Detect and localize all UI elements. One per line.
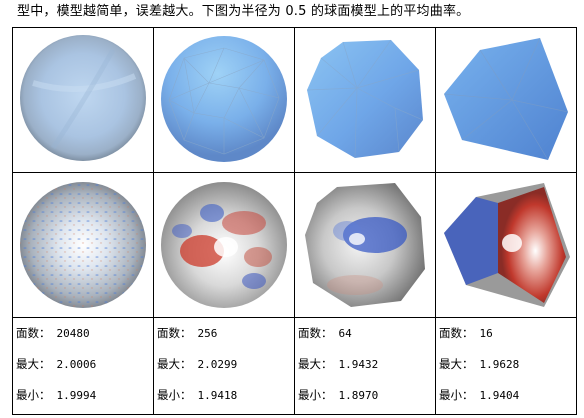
max-label: 最大：	[157, 357, 192, 371]
faces-label: 面数：	[16, 326, 51, 340]
min-value: 1.9404	[479, 389, 520, 402]
min-value: 1.9418	[197, 389, 238, 402]
shaded-sphere-256-cell	[153, 27, 295, 173]
shaded-sphere-16-cell	[435, 27, 577, 173]
stats-col-4: 面数： 16 最大： 1.9628 最小： 1.9404	[435, 317, 577, 415]
curvature-map-64-image	[305, 183, 425, 307]
faces-label: 面数：	[298, 326, 333, 340]
shaded-sphere-16-image	[443, 37, 569, 161]
stats-col-3: 面数： 64 最大： 1.9432 最小： 1.8970	[294, 317, 436, 415]
intro-text: 型中，模型越简单，误差越大。下图为半径为 0.5 的球面模型上的平均曲率。	[17, 4, 470, 19]
min-label: 最小：	[157, 388, 192, 402]
curvature-map-16-cell	[435, 172, 577, 318]
min-label: 最小：	[439, 388, 474, 402]
shaded-model-row	[12, 27, 577, 173]
max-label: 最大：	[16, 357, 51, 371]
faces-label: 面数：	[157, 326, 192, 340]
curvature-map-256-cell	[153, 172, 295, 318]
faces-value: 64	[338, 327, 352, 340]
min-value: 1.9994	[56, 389, 97, 402]
max-label: 最大：	[439, 357, 474, 371]
min-label: 最小：	[16, 388, 51, 402]
faces-label: 面数：	[439, 326, 474, 340]
max-value: 1.9628	[479, 358, 520, 371]
shaded-sphere-256-image	[161, 36, 287, 162]
shaded-sphere-64-cell	[294, 27, 436, 173]
max-value: 2.0299	[197, 358, 238, 371]
sphere-comparison-table: 面数： 20480 最大： 2.0006 最小： 1.9994 面数： 256 最大： 2…	[12, 27, 577, 415]
faces-value: 20480	[56, 327, 90, 340]
max-value: 1.9432	[338, 358, 379, 371]
curvature-map-256-image	[161, 182, 287, 308]
faces-value: 16	[479, 327, 493, 340]
min-value: 1.8970	[338, 389, 379, 402]
curvature-map-20480-image	[20, 182, 146, 308]
max-value: 2.0006	[56, 358, 97, 371]
stats-col-1: 面数： 20480 最大： 2.0006 最小： 1.9994	[12, 317, 154, 415]
min-label: 最小：	[298, 388, 333, 402]
shaded-sphere-20480-image	[20, 35, 146, 161]
shaded-sphere-64-image	[306, 39, 424, 159]
curvature-map-row	[12, 172, 577, 318]
curvature-map-20480-cell	[12, 172, 154, 318]
curvature-map-16-image	[444, 183, 570, 307]
stats-col-2: 面数： 256 最大： 2.0299 最小： 1.9418	[153, 317, 295, 415]
max-label: 最大：	[298, 357, 333, 371]
curvature-map-64-cell	[294, 172, 436, 318]
statistics-row: 面数： 20480 最大： 2.0006 最小： 1.9994 面数： 256 最大： 2…	[12, 317, 577, 415]
faces-value: 256	[197, 327, 218, 340]
shaded-sphere-20480-cell	[12, 27, 154, 173]
